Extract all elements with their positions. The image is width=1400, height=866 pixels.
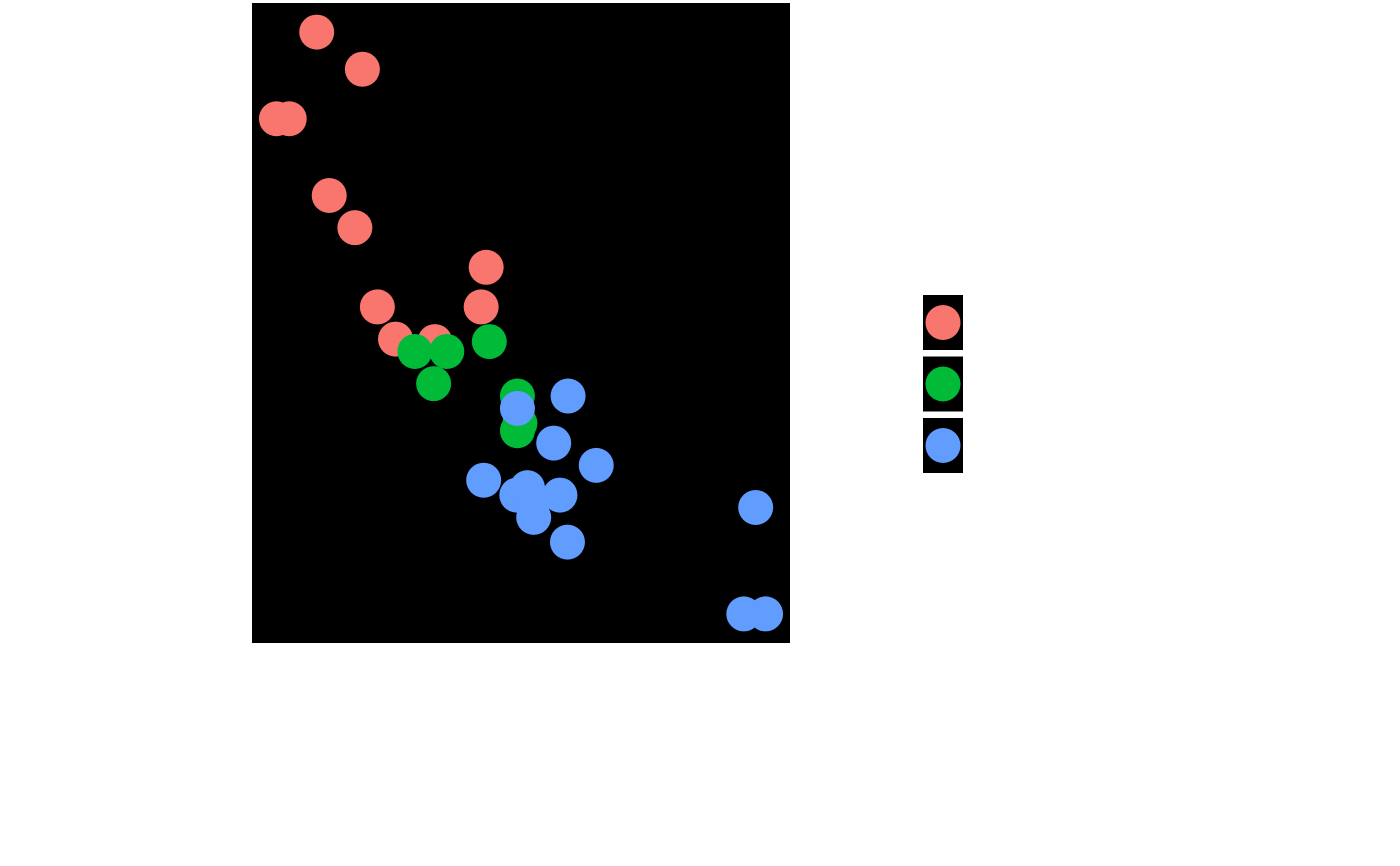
point [550,378,586,414]
point [337,210,373,246]
point [311,177,347,213]
point [748,596,784,632]
point [466,462,502,498]
point [258,101,294,137]
point [471,324,507,360]
point [499,390,535,426]
point [397,333,433,369]
point [463,289,499,325]
point [536,425,572,461]
point [359,289,395,325]
point [468,249,504,285]
plot-panel [252,3,790,643]
legend-point [925,305,961,340]
point [416,366,452,402]
point [549,524,585,560]
point [578,447,614,483]
point [542,477,578,513]
point [344,51,380,87]
point [429,333,465,369]
point [299,14,335,50]
legend-point [925,428,961,463]
legend-point [925,366,961,402]
point [738,489,774,525]
point [516,482,552,518]
